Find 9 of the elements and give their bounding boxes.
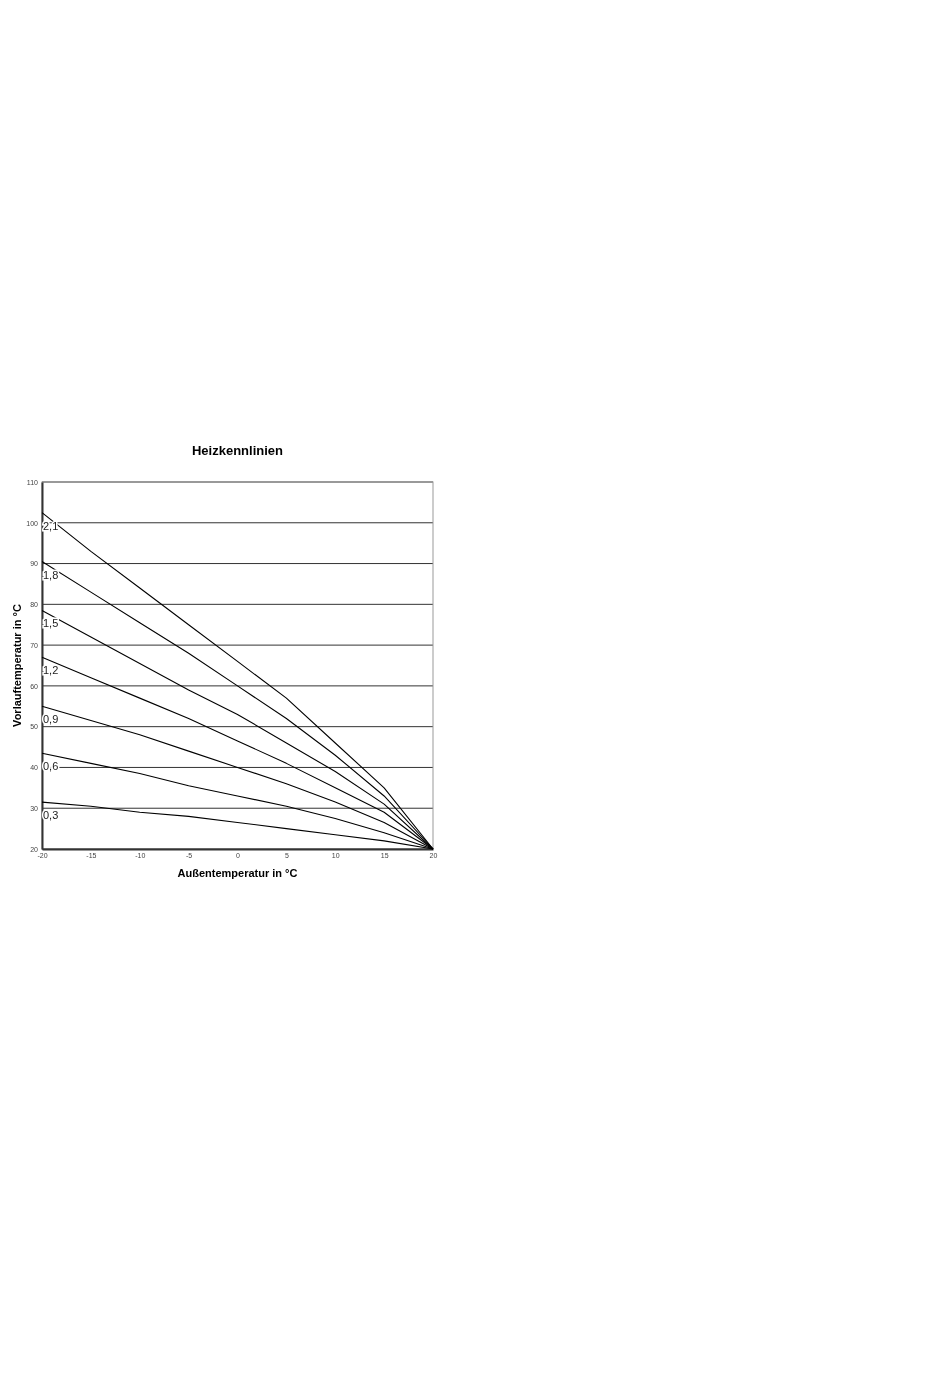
y-axis-title: Vorlauftemperatur in °C	[11, 604, 23, 727]
chart-title: Heizkennlinien	[191, 443, 284, 458]
series-label: 1,8	[43, 568, 59, 581]
x-axis-title: Außentemperatur in °C	[177, 867, 298, 879]
series-label: 0,9	[43, 713, 59, 726]
series-label: 1,2	[43, 664, 59, 677]
series-label: 2,1	[43, 519, 59, 532]
series-label: 0,3	[43, 809, 59, 822]
series-label: 1,5	[43, 617, 59, 630]
